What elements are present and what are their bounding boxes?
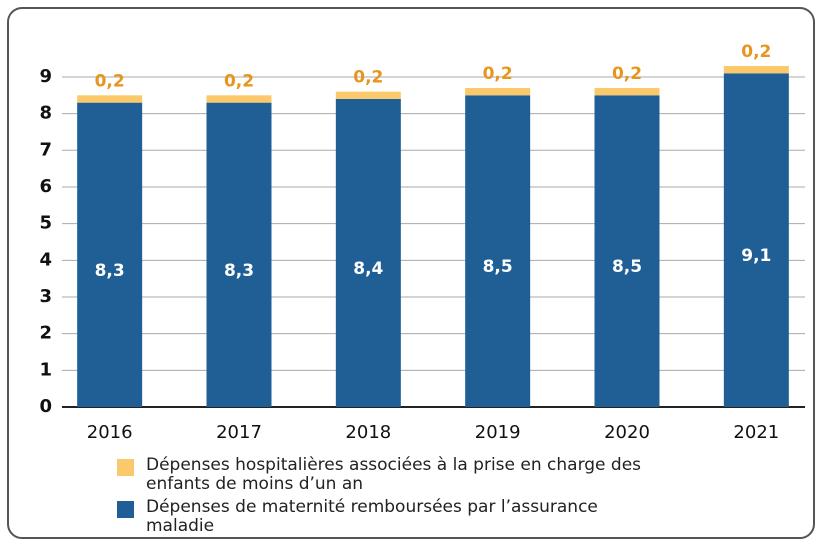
data-label: 8,3 [95, 261, 125, 281]
y-tick-label: 6 [39, 176, 52, 197]
legend-swatch [117, 501, 134, 518]
legend-item: Dépenses hospitalières associées à la pr… [117, 456, 666, 494]
bar-segment [77, 95, 143, 103]
bar-segment [723, 65, 789, 74]
data-label: 0,2 [741, 42, 771, 62]
bar-segment [335, 91, 401, 99]
y-tick-label: 8 [39, 103, 52, 124]
data-label: 0,2 [353, 68, 383, 88]
data-label: 8,5 [483, 257, 513, 277]
legend: Dépenses hospitalières associées à la pr… [117, 456, 666, 540]
x-tick-label: 2017 [216, 422, 262, 443]
legend-label: Dépenses hospitalières associées à la pr… [146, 455, 642, 494]
bar-segment [465, 95, 531, 408]
bar-segment [77, 102, 143, 407]
data-label: 8,3 [224, 261, 254, 281]
y-tick-label: 7 [39, 139, 52, 160]
y-tick-label: 4 [39, 249, 52, 270]
legend-item: Dépenses de maternité remboursées par l’… [117, 498, 666, 536]
bar-segment [335, 98, 401, 408]
frame [7, 7, 815, 539]
legend-swatch [117, 459, 134, 476]
y-tick-label: 5 [39, 213, 52, 234]
data-label: 8,4 [353, 259, 383, 279]
x-tick-label: 2020 [604, 422, 650, 443]
x-tick-label: 2018 [345, 422, 391, 443]
bar-segment [594, 95, 660, 408]
data-label: 0,2 [483, 64, 513, 84]
legend-label: Dépenses de maternité remboursées par l’… [146, 497, 598, 536]
data-label: 9,1 [741, 246, 771, 266]
y-tick-label: 0 [39, 396, 52, 417]
y-tick-label: 2 [39, 323, 52, 344]
data-label: 0,2 [224, 71, 254, 91]
data-label: 0,2 [612, 64, 642, 84]
x-tick-label: 2021 [733, 422, 779, 443]
y-tick-label: 1 [39, 359, 52, 380]
x-tick-label: 2016 [87, 422, 133, 443]
data-label: 8,5 [612, 257, 642, 277]
bar-segment [206, 95, 272, 103]
bar-segment [206, 102, 272, 407]
y-tick-label: 9 [39, 66, 52, 87]
y-tick-label: 3 [39, 286, 52, 307]
data-label: 0,2 [95, 71, 125, 91]
x-tick-label: 2019 [475, 422, 521, 443]
bar-segment [594, 87, 660, 96]
bar-segment [465, 87, 531, 96]
bar-segment [723, 73, 789, 407]
